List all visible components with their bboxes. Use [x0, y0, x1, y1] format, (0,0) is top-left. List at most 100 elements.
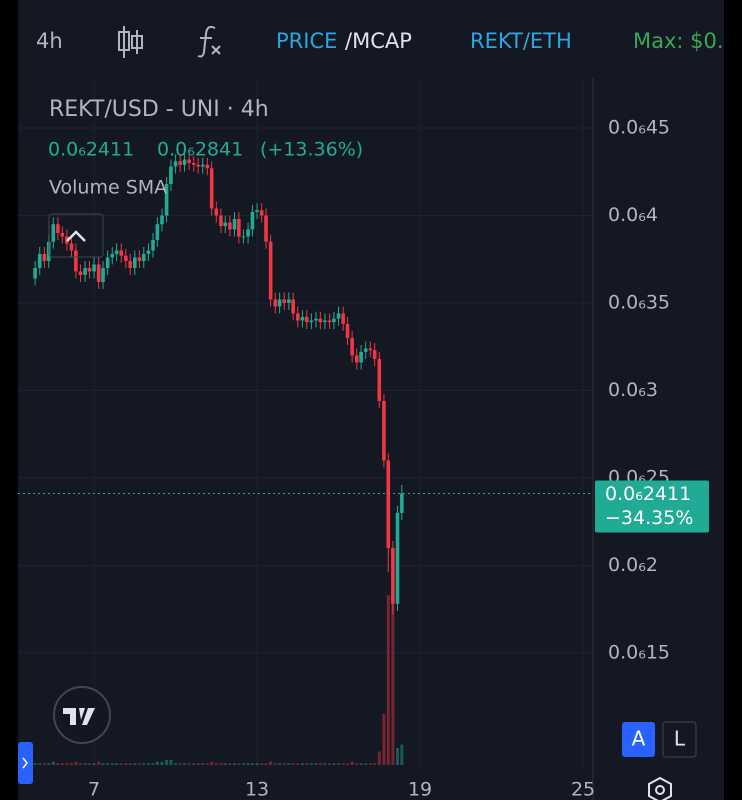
candle-body [110, 253, 115, 258]
candle-body [33, 267, 37, 279]
volume-bar [192, 763, 196, 765]
volume-bar [332, 763, 336, 765]
volume-bar [346, 763, 350, 765]
volume-bar [196, 763, 200, 765]
volume-bar [400, 744, 404, 765]
indicator-label: Volume SMA [49, 177, 167, 199]
candle-icon[interactable] [118, 26, 143, 58]
pair-toggle[interactable]: REKT/ETH [470, 29, 572, 53]
y-tick-label: 0.0₆4 [608, 204, 658, 226]
y-tick-label: 0.0₆15 [608, 641, 670, 663]
volume-bar [119, 763, 123, 765]
candle-body [232, 218, 237, 230]
volume-bar [318, 763, 322, 765]
volume-bar [300, 763, 304, 765]
candle-body [400, 493, 404, 513]
candle-body [169, 166, 173, 185]
candle-body [151, 239, 155, 251]
max-price[interactable]: Max: $0. [633, 29, 724, 53]
candle-body [83, 267, 87, 275]
candle-body [187, 159, 191, 164]
volume-bar [241, 763, 245, 765]
volume-bar [174, 763, 178, 765]
candle-body [386, 460, 391, 548]
candle-body [101, 267, 105, 282]
candle-body [182, 159, 187, 165]
log-label[interactable]: L [674, 727, 686, 751]
volume-bar [110, 763, 114, 765]
candle-body [359, 351, 363, 363]
candle-body [219, 215, 223, 226]
volume-bar [314, 763, 318, 765]
volume-bar [328, 763, 332, 765]
volume-bar [187, 763, 191, 765]
volume-bar [33, 763, 37, 765]
volume-bar [133, 763, 137, 765]
auto-label[interactable]: A [632, 727, 646, 751]
price-toggle[interactable]: PRICE [276, 29, 337, 53]
volume-bar [309, 763, 313, 765]
volume-bar [115, 763, 119, 765]
candle-body [277, 299, 282, 307]
candle-body [300, 316, 305, 321]
auto-button[interactable] [622, 722, 655, 757]
volume-bar [78, 763, 82, 765]
candle-body [223, 222, 228, 226]
interval[interactable]: 4h [36, 29, 63, 53]
candle-body [146, 250, 151, 254]
candle-body [354, 355, 359, 363]
max-clip: Max: $0. [633, 29, 724, 53]
volume-bar [169, 759, 173, 765]
volume-bar [341, 763, 345, 765]
candle-body [51, 224, 56, 242]
volume-bar [137, 763, 141, 765]
legend-value: 0.0₆2841 [157, 139, 243, 161]
legend-title: REKT/USD - UNI · 4h [49, 97, 269, 122]
y-tick-label: 0.0₆3 [608, 379, 658, 401]
volume-bar [142, 763, 146, 765]
candle-body [273, 299, 278, 307]
volume-bar [155, 761, 159, 765]
candle-body [259, 210, 264, 216]
candle-body [323, 320, 327, 323]
volume-bar [210, 761, 214, 765]
candle-body [128, 260, 132, 268]
candle-body [296, 313, 300, 321]
side-tab[interactable] [18, 742, 33, 784]
candle-body [173, 161, 178, 167]
volume-bar [368, 763, 372, 765]
candle-body [56, 224, 60, 233]
volume-bar [60, 763, 64, 765]
candle-body [60, 232, 65, 237]
mcap-toggle[interactable]: /MCAP [345, 29, 412, 53]
volume-bar [246, 763, 250, 765]
candle-body [178, 161, 182, 165]
candle-body [200, 164, 205, 167]
legend-change: (+13.36%) [260, 139, 363, 161]
volume-bar [74, 761, 78, 765]
candle-body [255, 210, 259, 212]
volume-bar [305, 763, 309, 765]
right-edge [724, 0, 742, 800]
candle-body [336, 313, 341, 319]
volume-bar [92, 763, 96, 765]
legend-value: 0.0₆2411 [48, 139, 134, 161]
volume-bar [364, 763, 368, 765]
left-edge [0, 0, 18, 800]
candle-body [164, 184, 169, 216]
candle-body [395, 512, 400, 604]
grid [18, 78, 592, 770]
volume-bar [124, 763, 128, 765]
candle-body [282, 299, 287, 303]
indicators-icon[interactable] [197, 25, 221, 58]
collapse-button[interactable] [48, 213, 104, 258]
volume-bar [337, 763, 341, 765]
candle-body [155, 224, 160, 240]
settings-icon[interactable] [648, 776, 672, 800]
logo[interactable] [53, 686, 111, 744]
candle-body [345, 323, 350, 338]
volume-bar [282, 763, 286, 765]
log-button[interactable] [662, 721, 697, 758]
volume-bar [264, 763, 268, 765]
x-tick-label: 13 [245, 779, 269, 800]
